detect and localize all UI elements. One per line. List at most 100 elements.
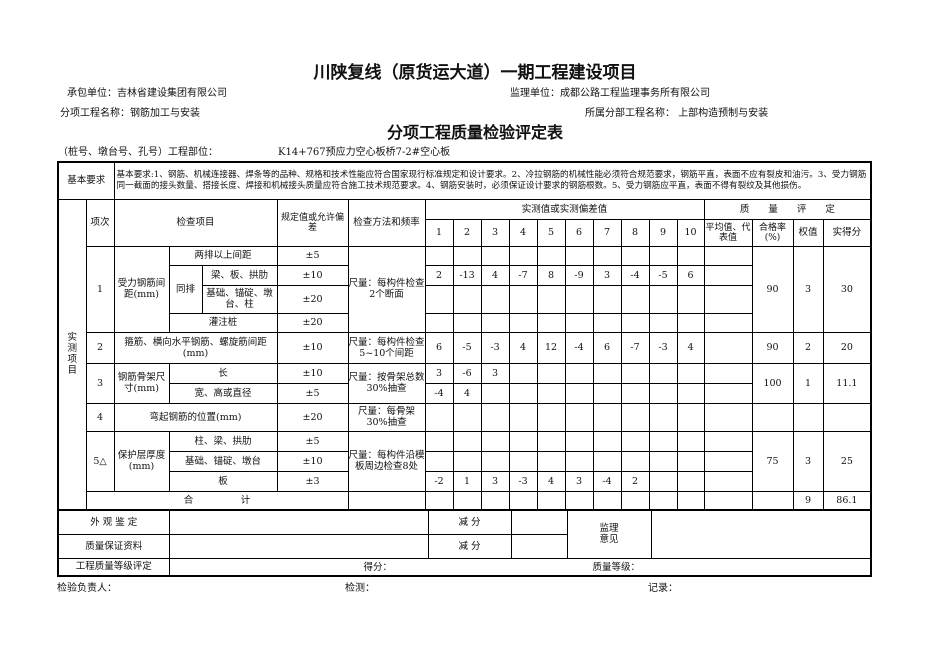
measured-value[interactable]	[592, 312, 622, 333]
measured-value[interactable]: 4	[536, 470, 566, 492]
measured-value[interactable]	[508, 362, 538, 384]
measured-value[interactable]	[424, 402, 454, 432]
measured-value[interactable]	[592, 245, 622, 266]
avg-value[interactable]	[703, 450, 753, 472]
measured-value[interactable]	[648, 430, 678, 452]
measured-value[interactable]	[452, 450, 482, 472]
measured-value[interactable]	[424, 284, 454, 314]
measured-value[interactable]	[480, 430, 510, 452]
measured-value[interactable]	[536, 430, 566, 452]
measured-value[interactable]	[564, 382, 594, 404]
avg-value[interactable]	[703, 312, 753, 333]
quality-docs-deduct-value[interactable]	[510, 534, 568, 559]
measured-value[interactable]	[536, 382, 566, 404]
measured-value[interactable]	[592, 450, 622, 472]
measured-value[interactable]	[508, 382, 538, 404]
measured-value[interactable]	[508, 245, 538, 266]
measured-value[interactable]	[676, 382, 705, 404]
measured-value[interactable]: -4	[620, 264, 650, 286]
measured-value[interactable]	[480, 402, 510, 432]
measured-value[interactable]	[676, 430, 705, 452]
measured-value[interactable]: -7	[620, 331, 650, 364]
measured-value[interactable]	[620, 450, 650, 472]
quality-docs-value[interactable]	[168, 534, 429, 559]
measured-value[interactable]	[676, 470, 705, 492]
measured-value[interactable]: 2	[620, 470, 650, 492]
avg-value[interactable]	[703, 331, 753, 364]
measured-value[interactable]: 4	[676, 331, 705, 364]
measured-value[interactable]	[564, 430, 594, 452]
measured-value[interactable]	[648, 312, 678, 333]
measured-value[interactable]: 6	[676, 264, 705, 286]
measured-value[interactable]	[676, 245, 705, 266]
measured-value[interactable]	[452, 402, 482, 432]
measured-value[interactable]	[648, 284, 678, 314]
measured-value[interactable]	[620, 402, 650, 432]
measured-value[interactable]: -4	[592, 470, 622, 492]
measured-value[interactable]	[508, 402, 538, 432]
measured-value[interactable]: -2	[424, 470, 454, 492]
measured-value[interactable]: 3	[424, 362, 454, 384]
measured-value[interactable]: -5	[648, 264, 678, 286]
measured-value[interactable]	[676, 402, 705, 432]
avg-value[interactable]	[703, 362, 753, 384]
measured-value[interactable]	[536, 450, 566, 472]
measured-value[interactable]	[452, 245, 482, 266]
measured-value[interactable]	[480, 284, 510, 314]
measured-value[interactable]	[648, 382, 678, 404]
measured-value[interactable]	[620, 362, 650, 384]
measured-value[interactable]: -3	[508, 470, 538, 492]
measured-value[interactable]	[424, 312, 454, 333]
measured-value[interactable]	[536, 312, 566, 333]
measured-value[interactable]: 3	[592, 264, 622, 286]
measured-value[interactable]	[620, 312, 650, 333]
measured-value[interactable]	[536, 362, 566, 384]
appearance-deduct-value[interactable]	[510, 509, 568, 535]
measured-value[interactable]	[648, 362, 678, 384]
avg-value[interactable]	[703, 382, 753, 404]
appearance-value[interactable]	[168, 509, 429, 535]
avg-value[interactable]	[703, 245, 753, 266]
measured-value[interactable]	[536, 402, 566, 432]
measured-value[interactable]	[620, 245, 650, 266]
measured-value[interactable]	[620, 382, 650, 404]
measured-value[interactable]: -6	[452, 362, 482, 384]
measured-value[interactable]	[676, 284, 705, 314]
avg-value[interactable]	[703, 264, 753, 286]
measured-value[interactable]: 3	[480, 470, 510, 492]
measured-value[interactable]: -3	[648, 331, 678, 364]
measured-value[interactable]	[648, 245, 678, 266]
measured-value[interactable]	[564, 362, 594, 384]
measured-value[interactable]	[424, 430, 454, 452]
measured-value[interactable]	[592, 284, 622, 314]
measured-value[interactable]	[564, 245, 594, 266]
measured-value[interactable]: 12	[536, 331, 566, 364]
avg-value[interactable]	[703, 470, 753, 492]
measured-value[interactable]	[536, 245, 566, 266]
measured-value[interactable]: 3	[564, 470, 594, 492]
supervisor-opinion-value[interactable]	[650, 509, 872, 559]
measured-value[interactable]	[508, 450, 538, 472]
measured-value[interactable]	[564, 284, 594, 314]
measured-value[interactable]: 6	[592, 331, 622, 364]
measured-value[interactable]	[508, 284, 538, 314]
measured-value[interactable]	[676, 450, 705, 472]
measured-value[interactable]: 6	[424, 331, 454, 364]
measured-value[interactable]: 8	[536, 264, 566, 286]
measured-value[interactable]	[452, 284, 482, 314]
measured-value[interactable]	[676, 312, 705, 333]
measured-value[interactable]	[648, 470, 678, 492]
measured-value[interactable]	[592, 402, 622, 432]
measured-value[interactable]: -9	[564, 264, 594, 286]
measured-value[interactable]	[508, 312, 538, 333]
measured-value[interactable]: 4	[508, 331, 538, 364]
measured-value[interactable]	[480, 245, 510, 266]
measured-value[interactable]	[648, 450, 678, 472]
measured-value[interactable]: -3	[480, 331, 510, 364]
avg-value[interactable]	[703, 430, 753, 452]
measured-value[interactable]: 3	[480, 362, 510, 384]
measured-value[interactable]	[564, 312, 594, 333]
measured-value[interactable]	[592, 382, 622, 404]
measured-value[interactable]	[564, 402, 594, 432]
measured-value[interactable]: -4	[564, 331, 594, 364]
